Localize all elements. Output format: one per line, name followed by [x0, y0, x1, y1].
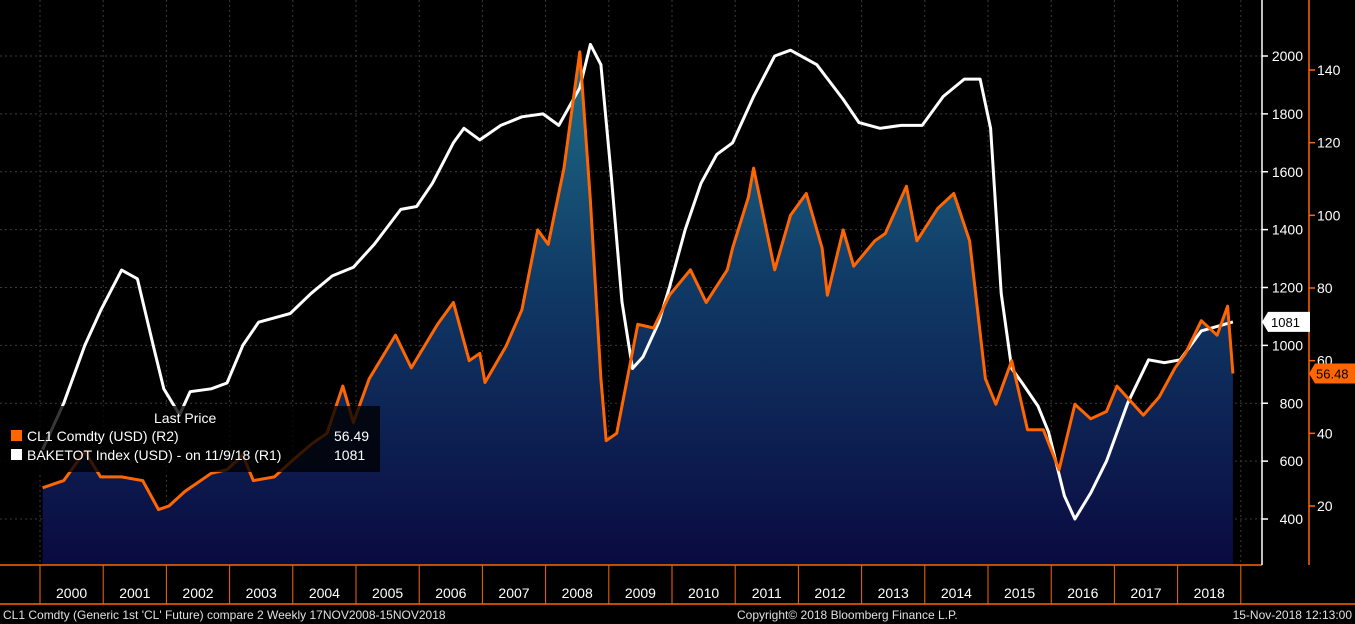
r2-tick-label: 120 — [1317, 135, 1341, 151]
legend-value-cl1: 56.49 — [334, 428, 369, 444]
r1-tick-label: 600 — [1280, 453, 1304, 469]
x-tick-label: 2011 — [752, 585, 782, 601]
badge-baketot-value: 1081 — [1271, 315, 1300, 330]
x-tick-label: 2005 — [372, 585, 403, 601]
series-line-baketot — [41, 42, 1234, 521]
footer-copyright: Copyright© 2018 Bloomberg Finance L.P. — [737, 608, 958, 622]
legend-label-baketot: BAKETOT Index (USD) - on 11/9/18 (R1) — [27, 447, 281, 463]
x-tick-label: 2010 — [688, 585, 719, 601]
x-tick-label: 2012 — [814, 585, 845, 601]
r2-tick-label: 40 — [1317, 425, 1333, 441]
x-tick-label: 2013 — [878, 585, 909, 601]
x-tick-label: 2008 — [562, 585, 593, 601]
r1-tick-label: 400 — [1280, 511, 1304, 527]
x-tick-label: 2001 — [119, 585, 150, 601]
r1-tick-label: 1800 — [1272, 106, 1303, 122]
axes: 2000 2001 2002 2003 2004 2005 2006 2007 2008 2009… — [0, 0, 1355, 605]
r1-tick-label: 1600 — [1272, 164, 1303, 180]
legend: Last Price CL1 Comdty (USD) (R2) 56.49 B… — [0, 406, 380, 472]
series-line-cl1 — [42, 50, 1235, 512]
x-tick-label: 2003 — [246, 585, 277, 601]
r2-tick-label: 80 — [1317, 280, 1333, 296]
x-tick-label: 2009 — [625, 585, 656, 601]
x-tick-label: 2000 — [56, 585, 87, 601]
r2-tick-label: 140 — [1317, 62, 1341, 78]
series-lines — [41, 42, 1235, 521]
x-tick-label: 2007 — [498, 585, 529, 601]
x-tick-label: 2014 — [941, 585, 972, 601]
r1-tick-label: 1200 — [1272, 280, 1303, 296]
x-tick-label: 2006 — [435, 585, 466, 601]
badge-cl1 — [1309, 363, 1355, 384]
r2-tick-label: 100 — [1317, 207, 1341, 223]
r1-tick-label: 1000 — [1272, 337, 1303, 353]
r1-tick-label: 1400 — [1272, 222, 1303, 238]
legend-value-baketot: 1081 — [334, 447, 365, 463]
badge-cl1-value: 56.48 — [1316, 366, 1349, 381]
badge-baketot — [1262, 311, 1310, 332]
legend-label-cl1: CL1 Comdty (USD) (R2) — [27, 428, 179, 444]
r1-tick-label: 800 — [1280, 395, 1304, 411]
legend-header: Last Price — [154, 410, 216, 426]
legend-swatch-cl1 — [11, 430, 22, 441]
r2-tick-label: 20 — [1317, 498, 1333, 514]
r1-tick-label: 2000 — [1272, 48, 1303, 64]
legend-swatch-baketot — [11, 449, 22, 460]
x-tick-label: 2015 — [1004, 585, 1035, 601]
x-tick-label: 2017 — [1130, 585, 1161, 601]
legend-box — [0, 406, 380, 472]
x-tick-label: 2018 — [1194, 585, 1225, 601]
footer-description: CL1 Comdty (Generic 1st 'CL' Future) com… — [3, 608, 446, 622]
last-value-badges: 1081 56.48 — [1262, 311, 1355, 384]
x-tick-label: 2016 — [1067, 585, 1098, 601]
footer-timestamp: 15-Nov-2018 12:13:00 — [1233, 608, 1353, 622]
x-tick-label: 2002 — [182, 585, 213, 601]
x-tick-label: 2004 — [309, 585, 340, 601]
footer: CL1 Comdty (Generic 1st 'CL' Future) com… — [3, 608, 1352, 622]
